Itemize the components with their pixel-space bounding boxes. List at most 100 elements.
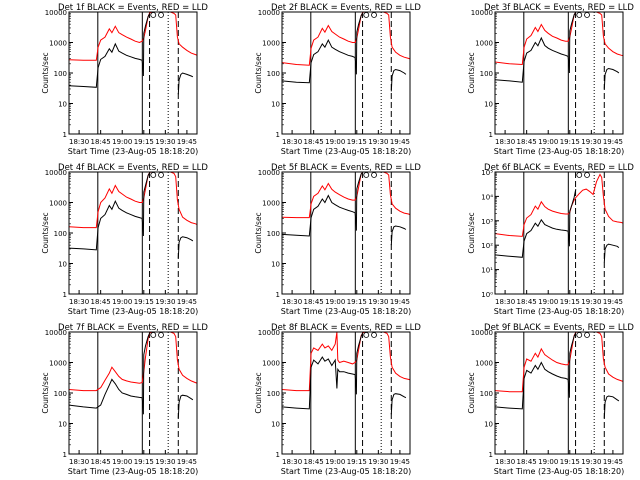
- x-tick-label: 19:45: [603, 458, 623, 466]
- series-line-events: [69, 172, 151, 251]
- x-tick-label: 18:45: [517, 458, 537, 466]
- y-tick-label: 1: [489, 451, 493, 459]
- y-tick-label: 1: [489, 131, 493, 139]
- series-group: [69, 332, 197, 419]
- marker-lines: [523, 12, 605, 134]
- chart-panel-4: Det 4f BLACK = Events, RED = LLD Counts/s…: [41, 163, 208, 316]
- series-line-events: [282, 332, 364, 410]
- peak-marker-circle: [363, 12, 370, 18]
- series-line-events: [282, 12, 364, 84]
- series-line-lld: [282, 172, 410, 219]
- x-tick-label: 19:45: [177, 138, 197, 146]
- peak-marker-circle: [363, 332, 370, 338]
- marker-lines: [310, 12, 392, 134]
- series-line-lld: [69, 332, 197, 392]
- x-tick-label: 19:30: [581, 298, 601, 306]
- y-tick-label: 10: [484, 421, 493, 429]
- y-tick-label: 100: [267, 70, 280, 78]
- x-tick-label: 18:30: [282, 458, 302, 466]
- x-tick-label: 19:00: [112, 458, 132, 466]
- series-group: [69, 12, 197, 95]
- chart-title: Det 8f BLACK = Events, RED = LLD: [271, 323, 421, 333]
- series-group: [495, 12, 623, 89]
- marker-lines: [97, 172, 179, 294]
- chart-title: Det 7f BLACK = Events, RED = LLD: [58, 323, 208, 333]
- y-tick-label: 10000: [258, 329, 280, 337]
- series-line-events: [603, 67, 620, 89]
- x-tick-label: 18:45: [517, 138, 537, 146]
- x-axis-label: Start Time (23-Aug-05 18:18:20): [68, 307, 199, 316]
- y-tick-label: 1000: [49, 200, 67, 208]
- y-tick-label: 10⁰: [481, 291, 493, 299]
- chart-panel-2: Det 2f BLACK = Events, RED = LLD Counts/s…: [254, 3, 421, 156]
- peak-marker-circle: [150, 332, 157, 338]
- y-tick-label: 10000: [45, 9, 67, 17]
- chart-title: Det 1f BLACK = Events, RED = LLD: [58, 3, 208, 13]
- y-tick-label: 10000: [45, 169, 67, 177]
- y-tick-label: 100: [54, 70, 67, 78]
- y-tick-label: 10²: [481, 242, 493, 250]
- series-line-events: [495, 12, 577, 83]
- y-axis-label: Counts/sec: [467, 372, 476, 413]
- chart-panel-5: Det 5f BLACK = Events, RED = LLD Counts/s…: [254, 163, 421, 316]
- y-tick-label: 10000: [471, 329, 493, 337]
- y-axis-label: Counts/sec: [41, 212, 50, 253]
- series-line-lld: [69, 12, 197, 61]
- x-tick-label: 19:15: [134, 138, 154, 146]
- peak-marker-circle: [371, 332, 377, 338]
- y-tick-label: 1000: [475, 40, 493, 48]
- series-line-events: [69, 332, 151, 415]
- x-tick-label: 19:30: [581, 138, 601, 146]
- x-tick-label: 19:00: [538, 298, 558, 306]
- x-tick-label: 19:00: [325, 458, 345, 466]
- y-tick-label: 10: [58, 261, 67, 269]
- chart-title: Det 3f BLACK = Events, RED = LLD: [484, 3, 634, 13]
- y-tick-label: 10000: [471, 9, 493, 17]
- y-tick-label: 10¹: [481, 267, 493, 275]
- y-tick-label: 10: [58, 421, 67, 429]
- y-tick-label: 100: [267, 230, 280, 238]
- series-line-events: [495, 189, 577, 258]
- plot-frame: [494, 171, 624, 295]
- series-line-events: [177, 394, 194, 419]
- x-tick-label: 19:30: [368, 298, 388, 306]
- peak-marker-circle: [584, 12, 590, 18]
- chart-panel-6: Det 6f BLACK = Events, RED = LLD Counts/s…: [467, 163, 634, 316]
- y-tick-label: 1: [276, 451, 280, 459]
- chart-panel-8: Det 8f BLACK = Events, RED = LLD Counts/s…: [254, 323, 421, 476]
- peak-marker-circle: [150, 172, 157, 178]
- series-line-events: [69, 13, 151, 88]
- x-tick-label: 18:45: [91, 458, 111, 466]
- y-tick-label: 10³: [481, 218, 493, 226]
- series-line-events: [177, 72, 194, 95]
- x-tick-label: 19:00: [325, 298, 345, 306]
- y-tick-label: 100: [267, 390, 280, 398]
- x-tick-label: 19:30: [368, 458, 388, 466]
- x-tick-label: 18:30: [495, 458, 515, 466]
- x-tick-label: 18:30: [69, 298, 89, 306]
- y-tick-label: 100: [54, 390, 67, 398]
- x-tick-label: 19:15: [347, 298, 367, 306]
- x-tick-label: 19:30: [581, 458, 601, 466]
- x-axis-label: Start Time (23-Aug-05 18:18:20): [281, 467, 412, 476]
- x-tick-label: 18:30: [69, 458, 89, 466]
- y-tick-label: 10000: [258, 169, 280, 177]
- peak-marker-circle: [576, 12, 583, 18]
- series-line-events: [603, 243, 620, 263]
- series-line-events: [495, 332, 577, 410]
- peak-marker-circle: [363, 172, 370, 178]
- x-tick-label: 19:00: [538, 138, 558, 146]
- series-group: [495, 173, 623, 263]
- x-tick-label: 19:00: [325, 138, 345, 146]
- y-tick-label: 1: [63, 451, 67, 459]
- x-axis-label: Start Time (23-Aug-05 18:18:20): [68, 147, 199, 156]
- chart-title: Det 6f BLACK = Events, RED = LLD: [484, 163, 634, 173]
- y-tick-label: 10: [271, 261, 280, 269]
- y-tick-label: 1: [276, 291, 280, 299]
- series-line-events: [177, 236, 194, 259]
- x-axis-label: Start Time (23-Aug-05 18:18:20): [68, 467, 199, 476]
- y-tick-label: 10⁵: [481, 169, 493, 177]
- peak-marker-circle: [158, 172, 164, 178]
- x-tick-label: 19:15: [347, 138, 367, 146]
